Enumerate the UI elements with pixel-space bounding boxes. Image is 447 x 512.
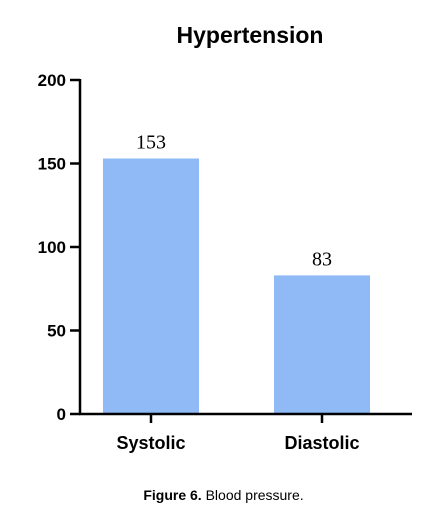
- x-tick-label-diastolic: Diastolic: [284, 433, 359, 453]
- figure-caption: Figure 6. Blood pressure.: [0, 487, 447, 503]
- y-tick-label: 50: [47, 322, 66, 341]
- bar-systolic: [103, 158, 199, 414]
- chart-title: Hypertension: [177, 22, 324, 48]
- x-tick-label-systolic: Systolic: [116, 433, 185, 453]
- bar-chart: Hypertension 0 50 100 150 200 Systolic Diasto…: [38, 22, 412, 453]
- figure-caption-text: Blood pressure.: [205, 487, 304, 503]
- y-tick-label: 0: [57, 405, 66, 424]
- bar-diastolic: [274, 275, 370, 414]
- data-label-systolic: 153: [136, 131, 166, 153]
- y-tick-label: 200: [38, 71, 66, 90]
- y-tick-label: 150: [38, 155, 66, 174]
- data-label-diastolic: 83: [312, 248, 332, 270]
- figure-caption-label: Figure 6.: [143, 487, 202, 503]
- y-tick-label: 100: [38, 238, 66, 257]
